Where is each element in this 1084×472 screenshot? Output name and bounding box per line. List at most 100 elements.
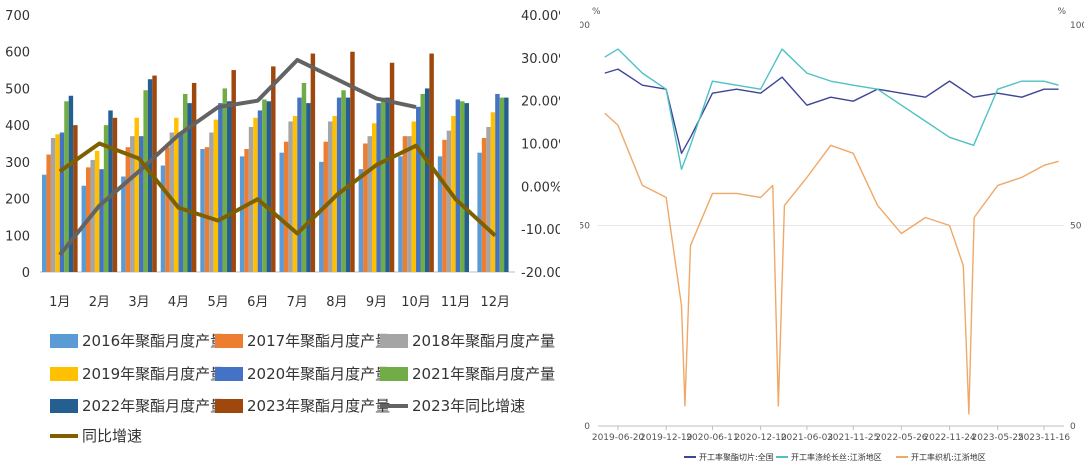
bar	[389, 62, 395, 272]
bar	[504, 97, 509, 272]
legend-label: 2022年聚酯月度产量	[82, 397, 225, 415]
bar	[209, 132, 214, 272]
bar	[147, 79, 153, 272]
left-chart-svg: 0 100 200 300 400 500 600 700 -20.00% -10.00% 0.00…	[5, 9, 575, 445]
series-line	[58, 57, 417, 257]
bar	[174, 117, 179, 272]
bar	[442, 139, 447, 272]
bar	[271, 66, 276, 273]
bar	[257, 110, 263, 272]
legend-swatch	[215, 367, 243, 381]
bar	[244, 149, 249, 272]
y-tick-label-right: 50	[1070, 222, 1082, 232]
right-chart-svg: %% 0 0 50 50 100 100 2019-06-202019-12-192020-0…	[573, 7, 1084, 462]
bar	[231, 70, 236, 272]
bar	[380, 97, 386, 272]
x-tick-label: 5月	[207, 295, 228, 310]
y-tick-label: 100	[5, 229, 30, 244]
bar	[64, 101, 69, 273]
bar	[160, 165, 166, 272]
bar	[130, 136, 135, 272]
bar	[332, 115, 337, 272]
bar	[398, 156, 403, 272]
bar	[297, 97, 302, 272]
x-tick-label: 2023-11-16	[1018, 433, 1071, 443]
legend-label: 开工率涤纶长丝:江浙地区	[791, 452, 882, 462]
y-tick-label-right: 0	[1070, 422, 1076, 432]
bar	[68, 95, 74, 273]
x-tick-label: 2021-11-25	[827, 433, 879, 443]
x-tick-label: 2020-12-10	[734, 433, 787, 443]
y-tick-label: 600	[5, 46, 30, 61]
x-tick-label: 10月	[401, 295, 431, 310]
legend-swatch	[380, 334, 408, 348]
y2-tick-label: -20.00%	[521, 266, 560, 281]
legend-label: 2019年聚酯月度产量	[82, 365, 225, 383]
bar	[490, 112, 496, 273]
bar	[41, 174, 47, 272]
y2-tick-label: 20.00%	[521, 95, 560, 110]
bar	[420, 93, 425, 272]
x-tick-label: 8月	[326, 295, 347, 310]
bar	[429, 53, 434, 272]
bar	[310, 53, 316, 272]
bar	[125, 147, 131, 272]
x-tick-label: 2月	[89, 295, 110, 310]
bar	[464, 103, 469, 272]
legend-label: 开工率聚酯切片:全国	[699, 452, 774, 462]
bar	[165, 147, 170, 272]
series-line	[604, 112, 1059, 415]
bar	[292, 115, 298, 272]
bar	[402, 136, 408, 272]
bar	[143, 90, 148, 272]
x-tick-label: 2020-06-11	[686, 433, 738, 443]
y-tick-label: 500	[5, 82, 30, 97]
y-tick-label: 700	[5, 9, 30, 24]
x-tick-label: 6月	[247, 295, 268, 310]
x-tick-label: 2021-06-03	[781, 433, 833, 443]
legend-swatch	[215, 334, 243, 348]
bar	[486, 126, 491, 272]
y-tick-label-left: 100	[580, 21, 590, 31]
x-tick-label: 11月	[441, 295, 471, 310]
legend-label: 开工率织机:江浙地区	[911, 452, 986, 462]
bar	[460, 101, 465, 273]
bar	[481, 137, 487, 272]
bar	[407, 136, 412, 272]
x-tick-label: 12月	[480, 295, 510, 310]
bar	[424, 88, 430, 272]
legend-label: 2017年聚酯月度产量	[247, 332, 390, 350]
bar	[319, 161, 324, 272]
bar	[108, 110, 113, 272]
bar	[350, 51, 355, 272]
bar	[222, 88, 228, 272]
x-tick-label: 2019-12-19	[640, 433, 693, 443]
y2-tick-label: 0.00%	[521, 180, 560, 195]
legend-label: 2020年聚酯月度产量	[247, 365, 390, 383]
bar	[358, 169, 364, 272]
legend-label: 2023年同比增速	[412, 397, 525, 415]
operating-rate-chart: %% 0 0 50 50 100 100 2019-06-202019-12-192020-0…	[573, 0, 1084, 468]
legend-label: 2021年聚酯月度产量	[412, 365, 555, 383]
x-tick-label: 2019-06-20	[592, 433, 645, 443]
y-tick-label-left: 0	[584, 422, 590, 432]
legend-label: 2023年聚酯月度产量	[247, 397, 390, 415]
bar	[182, 93, 188, 272]
bar	[306, 103, 311, 272]
bar	[495, 93, 500, 272]
bar	[477, 152, 482, 272]
bar	[204, 147, 210, 272]
bar	[152, 75, 157, 272]
bar	[187, 103, 192, 272]
legend-label: 2016年聚酯月度产量	[82, 332, 225, 350]
bar	[213, 119, 219, 272]
bar	[239, 156, 245, 272]
bar	[99, 169, 104, 272]
y-tick-label: 300	[5, 156, 30, 171]
bar	[227, 101, 232, 273]
series-line	[604, 48, 1059, 171]
bar	[446, 130, 452, 272]
bar	[376, 103, 381, 272]
bar	[178, 132, 183, 272]
